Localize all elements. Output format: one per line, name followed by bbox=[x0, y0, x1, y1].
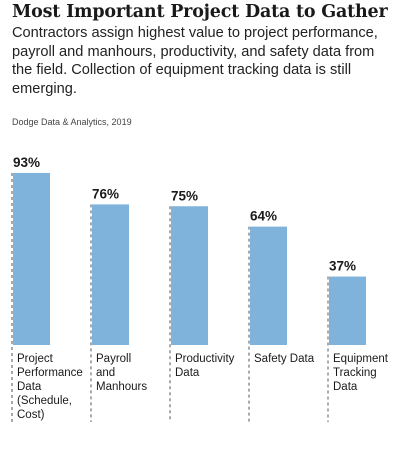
category-label: Data bbox=[17, 381, 42, 393]
bar bbox=[92, 204, 129, 345]
source-note: Dodge Data & Analytics, 2019 bbox=[12, 117, 132, 127]
bar bbox=[329, 276, 366, 345]
category-label: Equipment bbox=[333, 353, 389, 365]
category-label: Manhours bbox=[96, 381, 147, 393]
bar bbox=[250, 226, 287, 345]
category-label: Performance bbox=[17, 367, 83, 379]
bar bbox=[171, 206, 208, 345]
category-label: Data bbox=[333, 381, 358, 393]
bar bbox=[13, 172, 50, 345]
chart-subtitle: Contractors assign highest value to proj… bbox=[12, 25, 378, 97]
category-label: Project bbox=[17, 353, 54, 365]
value-label: 75% bbox=[171, 188, 198, 203]
category-label: and bbox=[96, 367, 115, 379]
category-label: Payroll bbox=[96, 353, 131, 365]
value-label: 64% bbox=[250, 209, 277, 224]
category-label: Data bbox=[175, 367, 200, 379]
value-label: 76% bbox=[92, 186, 119, 201]
category-label: Cost) bbox=[17, 409, 45, 421]
value-label: 93% bbox=[13, 155, 40, 170]
value-label: 37% bbox=[329, 259, 356, 274]
category-label: (Schedule, bbox=[17, 395, 72, 407]
category-label: Productivity bbox=[175, 353, 235, 365]
category-label: Tracking bbox=[333, 367, 377, 379]
category-label: Safety Data bbox=[254, 353, 315, 365]
chart-title: Most Important Project Data to Gather bbox=[12, 2, 388, 22]
